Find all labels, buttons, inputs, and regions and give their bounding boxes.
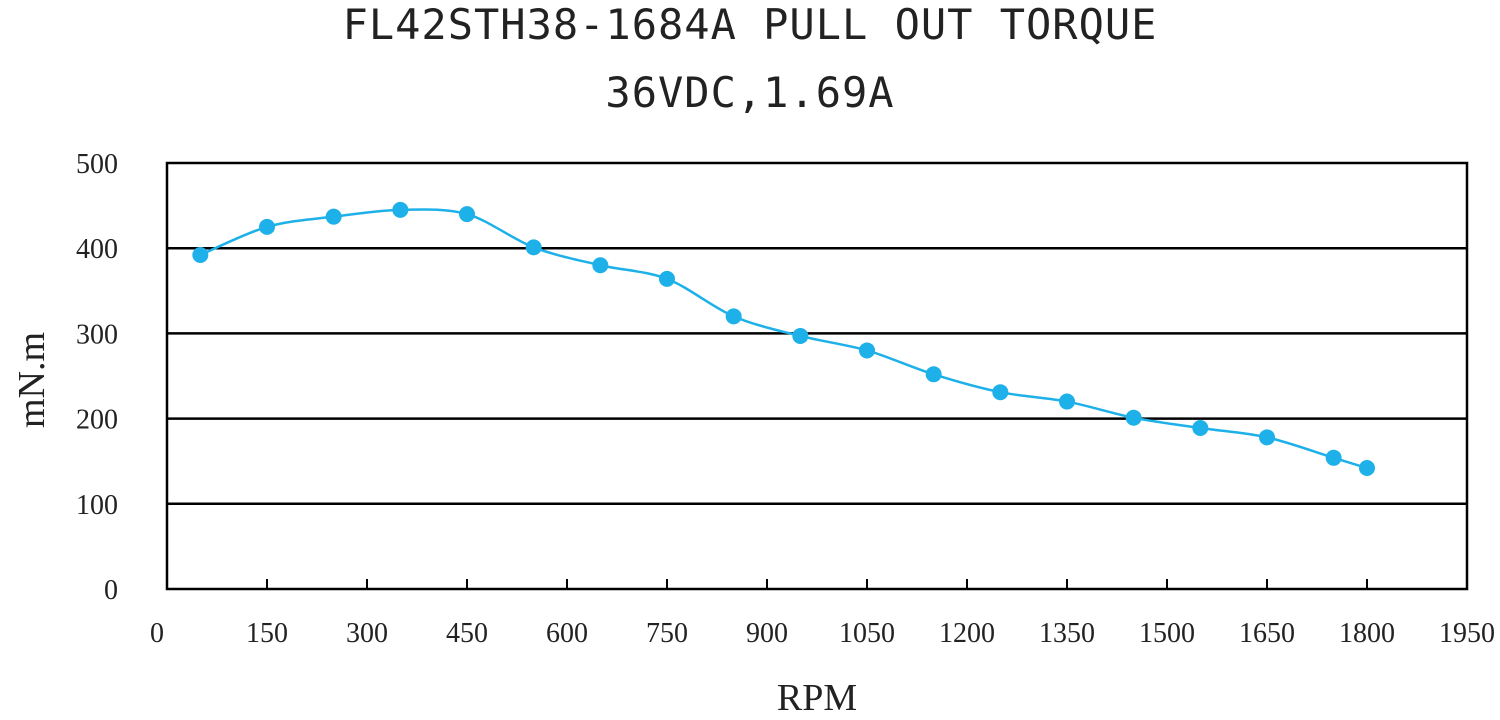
data-point-650 <box>592 257 609 274</box>
data-point-1250 <box>992 384 1009 401</box>
x-tick-label-1050: 1050 <box>839 618 895 649</box>
data-point-1150 <box>925 366 942 383</box>
x-tick-label-1200: 1200 <box>939 618 995 649</box>
y-tick-label-200: 200 <box>76 405 118 436</box>
y-tick-label-500: 500 <box>76 149 118 180</box>
data-point-850 <box>725 308 742 325</box>
y-tick-label-400: 400 <box>76 234 118 265</box>
chart-title: FL42STH38-1684A PULL OUT TORQUE <box>342 0 1158 49</box>
data-point-550 <box>525 239 542 256</box>
data-point-1050 <box>859 342 875 359</box>
x-tick-label-1800: 1800 <box>1339 618 1395 649</box>
data-point-1450 <box>1125 409 1142 426</box>
data-point-350 <box>392 201 409 218</box>
y-tick-label-300: 300 <box>76 319 118 350</box>
y-tick-label-100: 100 <box>76 490 118 521</box>
x-axis: 0 150 300 450 600 750 900 1050 1200 1350 1500 1650 1… <box>150 579 1495 649</box>
y-tick-label-0: 0 <box>104 575 118 606</box>
x-tick-label-900: 900 <box>746 618 788 649</box>
y-axis: 0 100 200 300 400 500 <box>76 149 118 606</box>
data-point-750 <box>659 270 675 287</box>
data-point-450 <box>459 206 475 223</box>
plot-frame <box>165 161 1469 591</box>
x-tick-label-0: 0 <box>150 618 164 649</box>
data-point-950 <box>792 327 809 344</box>
x-tick-label-600: 600 <box>546 618 588 649</box>
x-tick-label-150: 150 <box>246 618 288 649</box>
data-point-1550 <box>1192 419 1209 436</box>
chart-subtitle: 36VDC,1.69A <box>605 68 895 117</box>
data-point-1650 <box>1259 429 1275 446</box>
data-point-150 <box>259 218 275 235</box>
x-tick-label-1650: 1650 <box>1239 618 1295 649</box>
data-point-50 <box>192 247 209 264</box>
y-axis-title: mN.m <box>11 332 53 428</box>
x-tick-label-450: 450 <box>446 618 488 649</box>
x-tick-label-1950: 1950 <box>1439 618 1495 649</box>
x-axis-title: RPM <box>777 677 857 719</box>
x-tick-label-750: 750 <box>646 618 688 649</box>
x-tick-label-1350: 1350 <box>1039 618 1095 649</box>
data-point-1750 <box>1325 449 1342 466</box>
data-point-1800 <box>1359 460 1375 477</box>
gridlines <box>167 246 1467 506</box>
data-point-250 <box>325 208 342 225</box>
data-point-1350 <box>1059 393 1075 410</box>
x-tick-label-1500: 1500 <box>1139 618 1195 649</box>
series-torque <box>192 201 1375 477</box>
x-tick-label-300: 300 <box>346 618 388 649</box>
